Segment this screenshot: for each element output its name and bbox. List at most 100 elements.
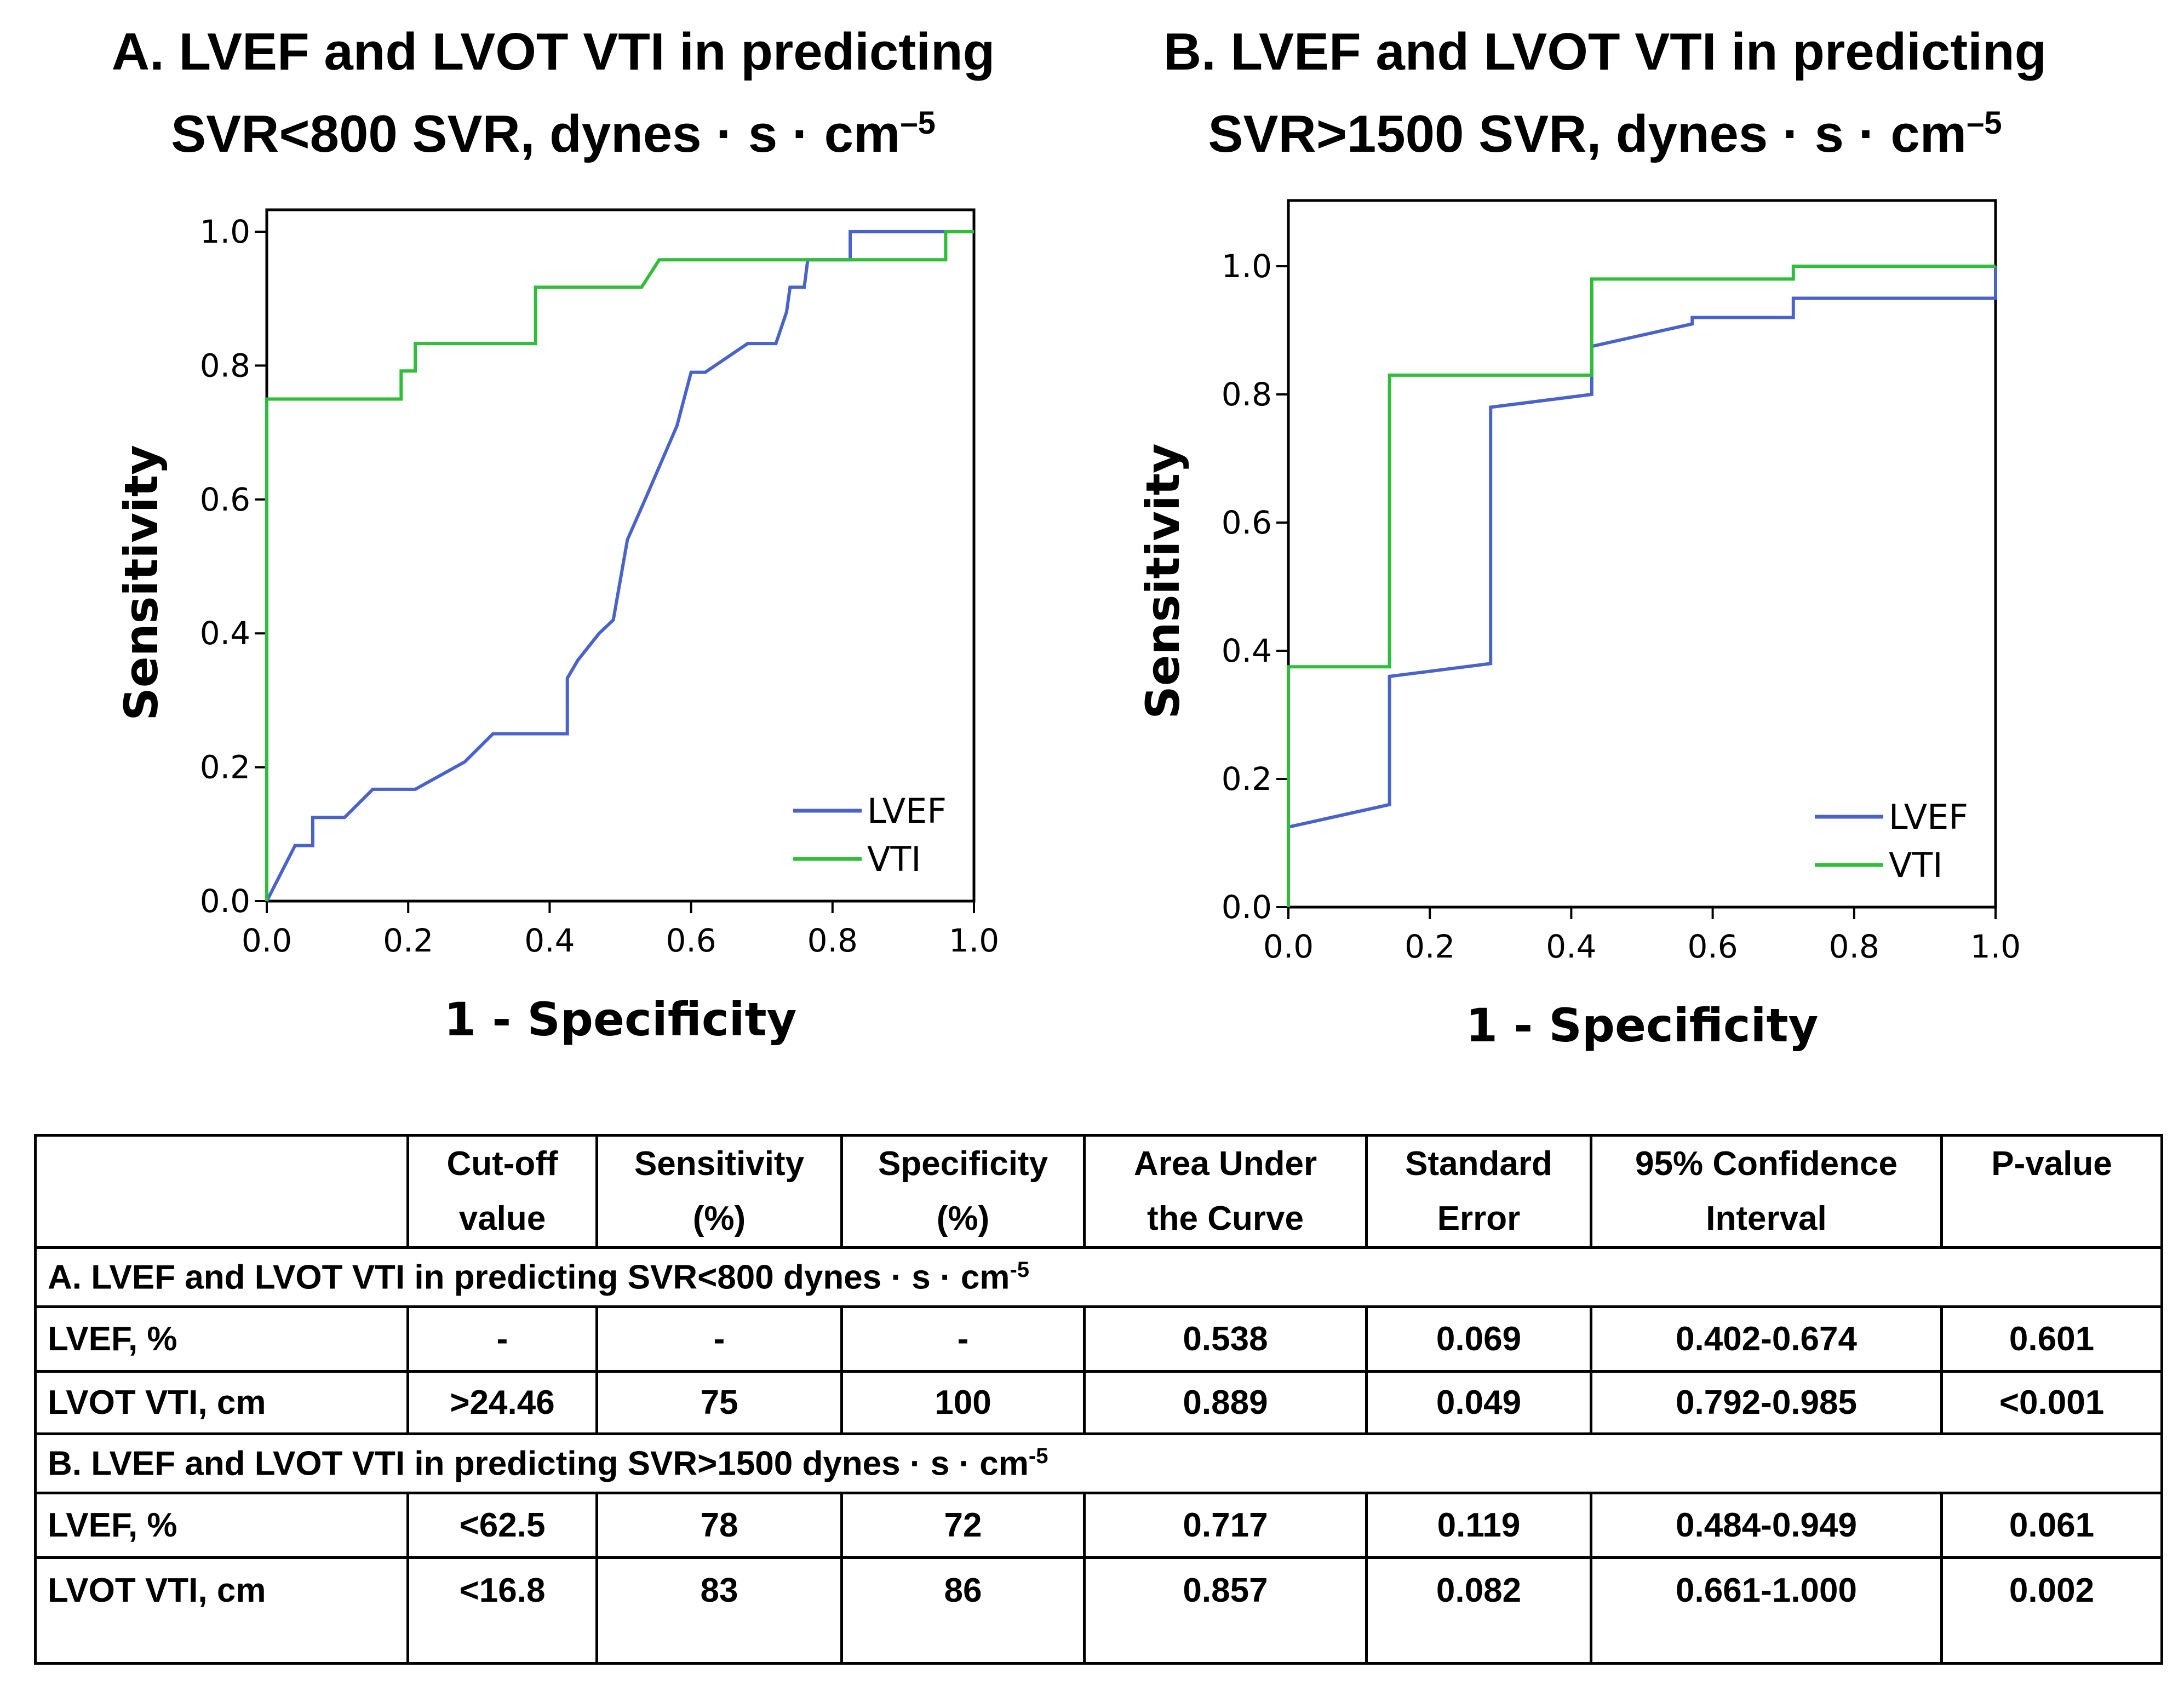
chart-b-title-line2-text: SVR>1500 SVR, dynes · s · cm <box>1208 105 1967 163</box>
series-line-lvef <box>265 230 974 902</box>
header-sensitivity-line2: (%) <box>692 1200 746 1237</box>
table-cell: 0.889 <box>1083 1370 1368 1435</box>
header-auc-line1: Area Under <box>1133 1145 1317 1183</box>
table-section-row: B. LVEF and LVOT VTI in predicting SVR>1… <box>34 1432 2163 1494</box>
table-cell: <62.5 <box>406 1492 598 1559</box>
section-b-text: B. LVEF and LVOT VTI in predicting SVR>1… <box>48 1444 1029 1483</box>
y-tick-label: 0.8 <box>200 347 250 384</box>
table-cell: 0.484-0.949 <box>1590 1492 1943 1559</box>
table-cell: - <box>595 1305 843 1373</box>
table-cell: <0.001 <box>1940 1370 2163 1435</box>
table-cell: <16.8 <box>406 1556 598 1665</box>
header-specificity-line2: (%) <box>936 1200 990 1237</box>
chart-a-roc: 0.0 0.2 0.4 0.6 0.8 1.0 0.0 0.2 0.4 0.6 0.8 1.0 1 - … <box>114 208 999 1046</box>
table-cell: 0.661-1.000 <box>1590 1556 1943 1665</box>
header-cutoff-line1: Cut-off <box>446 1145 558 1183</box>
chart-b-title-sup: –5 <box>1967 105 2002 141</box>
x-tick-label: 0.4 <box>1546 928 1596 965</box>
y-tick-label: 0.2 <box>1222 760 1272 798</box>
x-tick-label: 0.0 <box>1263 928 1314 965</box>
table-cell: LVEF, % <box>34 1492 409 1559</box>
table-cell: 0.402-0.674 <box>1590 1305 1943 1373</box>
table-cell: LVOT VTI, cm <box>34 1370 409 1435</box>
header-empty <box>34 1134 409 1249</box>
plot-frame <box>1287 199 1997 909</box>
header-specificity-line1: Specificity <box>878 1145 1048 1183</box>
header-sensitivity-line1: Sensitivity <box>634 1145 805 1183</box>
y-tick-label: 1.0 <box>1222 248 1272 285</box>
table-cell: - <box>840 1305 1086 1373</box>
y-tick-label: 0.6 <box>200 481 250 518</box>
table-cell: 0.857 <box>1083 1556 1368 1665</box>
table-cell: 0.082 <box>1365 1556 1592 1665</box>
chart-a-title-line2-text: SVR<800 SVR, dynes · s · cm <box>171 105 901 163</box>
header-se-line1: Standard <box>1405 1145 1552 1183</box>
table-cell: 0.049 <box>1365 1370 1592 1435</box>
chart-b-title-line2: SVR>1500 SVR, dynes · s · cm–5 <box>1057 88 2153 170</box>
y-axis-title: Sensitivity <box>114 445 168 720</box>
header-se-line2: Error <box>1437 1200 1521 1237</box>
header-confidence-interval: 95% Confidence Interval <box>1590 1134 1943 1249</box>
table-cell: 78 <box>595 1492 843 1559</box>
header-ci-line2: Interval <box>1706 1200 1827 1237</box>
header-p-line1: P-value <box>1991 1145 2112 1183</box>
x-tick-label: 1.0 <box>949 922 999 959</box>
chart-b-title-line1: B. LVEF and LVOT VTI in predicting <box>1163 22 2047 81</box>
section-a-sup: -5 <box>1010 1257 1030 1282</box>
y-axis-title: Sensitivity <box>1136 443 1190 719</box>
table-cell: - <box>406 1305 598 1373</box>
table-cell: LVOT VTI, cm <box>34 1556 409 1665</box>
header-specificity: Specificity (%) <box>840 1134 1086 1249</box>
table-row: LVOT VTI, cm <16.8 83 86 0.857 0.082 0.6… <box>34 1556 2163 1665</box>
header-ci-line1: 95% Confidence <box>1635 1145 1898 1183</box>
series-line-vti <box>265 230 974 901</box>
x-axis-title: 1 - Specificity <box>444 993 797 1046</box>
table-cell: 75 <box>595 1370 843 1435</box>
header-p-value: P-value <box>1940 1134 2163 1249</box>
roc-charts: 0.0 0.2 0.4 0.6 0.8 1.0 0.0 0.2 0.4 0.6 0.8 1.0 1 - … <box>114 199 2021 1052</box>
table-cell: 86 <box>840 1556 1086 1665</box>
section-b-sup: -5 <box>1028 1443 1048 1468</box>
table-section-row: A. LVEF and LVOT VTI in predicting SVR<8… <box>34 1246 2163 1308</box>
table-cell: 0.538 <box>1083 1305 1368 1373</box>
table-cell: 72 <box>840 1492 1086 1559</box>
x-tick-label: 1.0 <box>1970 928 2021 965</box>
roc-statistics-table: Cut-off value Sensitivity (%) Specificity (… <box>34 1134 2163 1665</box>
chart-a-title-line2: SVR<800 SVR, dynes · s · cm–5 <box>33 88 1074 170</box>
table-cell: 0.792-0.985 <box>1590 1370 1943 1435</box>
x-tick-label: 0.8 <box>807 922 858 959</box>
header-auc: Area Under the Curve <box>1083 1134 1368 1249</box>
x-tick-label: 0.6 <box>1687 928 1738 965</box>
legend-label-lvef: LVEF <box>1889 797 1968 837</box>
header-auc-line2: the Curve <box>1147 1200 1304 1237</box>
section-a-text: A. LVEF and LVOT VTI in predicting SVR<8… <box>48 1258 1010 1297</box>
chart-a-title-sup: –5 <box>900 105 936 141</box>
section-b-label: B. LVEF and LVOT VTI in predicting SVR>1… <box>34 1432 2163 1494</box>
header-standard-error: Standard Error <box>1365 1134 1592 1249</box>
y-tick-label: 0.2 <box>200 749 250 786</box>
table-row: LVEF, % <62.5 78 72 0.717 0.119 0.484-0.… <box>34 1492 2163 1559</box>
chart-b-title: B. LVEF and LVOT VTI in predicting SVR>1… <box>1057 16 2153 170</box>
table-cell: 0.061 <box>1940 1492 2163 1559</box>
x-tick-label: 0.0 <box>242 922 292 959</box>
table-cell: 100 <box>840 1370 1086 1435</box>
table-cell: 0.601 <box>1940 1305 2163 1373</box>
table-cell: 0.002 <box>1940 1556 2163 1665</box>
y-tick-label: 0.8 <box>1222 376 1272 413</box>
legend-label-vti: VTI <box>1889 845 1943 885</box>
x-axis-title: 1 - Specificity <box>1466 999 1819 1052</box>
y-tick-label: 1.0 <box>200 213 250 250</box>
y-tick-label: 0.0 <box>200 882 250 920</box>
chart-a-title-line1: A. LVEF and LVOT VTI in predicting <box>111 22 995 81</box>
section-a-label: A. LVEF and LVOT VTI in predicting SVR<8… <box>34 1246 2163 1308</box>
header-sensitivity: Sensitivity (%) <box>595 1134 843 1249</box>
x-tick-label: 0.2 <box>383 922 433 959</box>
header-cutoff-line2: value <box>458 1200 546 1237</box>
table-cell: 0.717 <box>1083 1492 1368 1559</box>
table-row: LVEF, % - - - 0.538 0.069 0.402-0.674 0.… <box>34 1305 2163 1373</box>
x-tick-label: 0.2 <box>1405 928 1455 965</box>
table-cell: 83 <box>595 1556 843 1665</box>
y-tick-label: 0.6 <box>1222 504 1272 541</box>
series-line-vti <box>1287 265 1996 907</box>
table-cell: >24.46 <box>406 1370 598 1435</box>
